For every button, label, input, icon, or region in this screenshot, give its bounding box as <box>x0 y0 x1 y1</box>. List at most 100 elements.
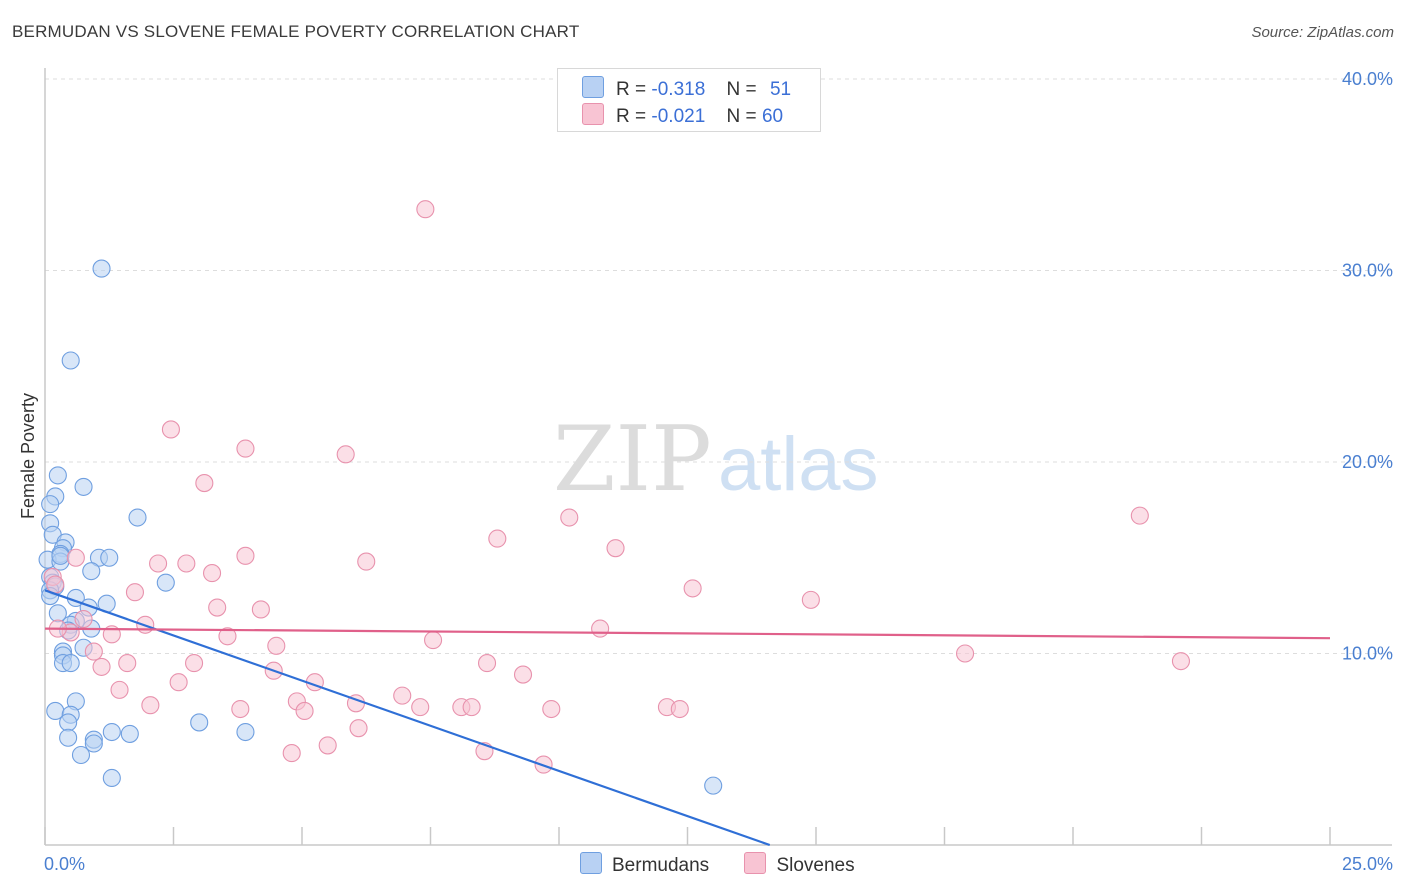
y-tick-label: 10.0% <box>1342 644 1393 664</box>
chart-title: BERMUDAN VS SLOVENE FEMALE POVERTY CORRE… <box>12 22 580 41</box>
slovene-point <box>295 701 314 721</box>
legend-item-bermudans[interactable]: Bermudans <box>580 852 709 877</box>
slovenes-swatch <box>744 852 767 874</box>
slovene-point <box>208 598 227 617</box>
legend-r-value: -0.021 <box>651 106 706 127</box>
y-tick-label: 20.0% <box>1342 452 1393 472</box>
slovene-point <box>542 699 561 719</box>
legend-r-label: R = <box>616 106 647 127</box>
bermudan-point <box>120 724 139 743</box>
x-tick-label: 25.0% <box>1342 854 1393 874</box>
slovene-point <box>336 445 355 464</box>
axes <box>44 68 1392 846</box>
slovene-point <box>513 665 533 684</box>
slovene-point <box>251 600 270 619</box>
legend-n-label: N = <box>726 79 757 100</box>
slovene-point <box>606 539 625 558</box>
slovenes-trend-line <box>44 627 1331 640</box>
watermark-atlas: atlas <box>718 422 879 507</box>
slovene-point <box>956 644 975 663</box>
bermudans-trend-line <box>44 589 771 847</box>
y-tick-label: 40.0% <box>1342 69 1393 89</box>
slovene-point <box>1171 652 1190 671</box>
correlation-legend: R = -0.318 N = 51 R = -0.021 N = 60 <box>557 68 821 132</box>
trend-lines <box>44 589 1331 847</box>
bermudan-point <box>51 546 70 565</box>
bermudan-point <box>71 745 91 765</box>
slovene-point <box>670 699 689 719</box>
slovene-point <box>424 631 443 650</box>
slovene-point <box>231 699 250 719</box>
legend-item-slovenes[interactable]: Slovenes <box>744 852 855 877</box>
slovene-point <box>349 719 368 738</box>
x-tick-label: 0.0% <box>44 854 85 874</box>
slovene-point <box>267 636 286 655</box>
legend-n-value: 51 <box>769 79 792 100</box>
bermudan-point <box>74 477 93 496</box>
bermudan-point <box>84 734 103 753</box>
slovene-point <box>161 420 180 439</box>
slovene-point <box>118 654 137 673</box>
legend-r-label: R = <box>616 79 647 100</box>
slovene-point <box>149 554 168 573</box>
bermudan-point <box>102 722 121 742</box>
slovene-point <box>488 529 507 548</box>
bermudan-point <box>41 495 60 514</box>
bermudans-swatch <box>580 852 602 874</box>
bermudan-point <box>48 466 67 485</box>
slovene-point <box>282 744 301 763</box>
scatter-points <box>38 200 1190 795</box>
slovene-point <box>411 698 430 717</box>
slovene-point <box>46 575 65 594</box>
bermudans-swatch <box>582 76 604 98</box>
bermudan-point <box>190 713 209 732</box>
slovene-point <box>393 686 412 705</box>
bermudan-point <box>128 508 147 527</box>
slovene-point <box>591 619 610 638</box>
slovene-point <box>683 579 702 598</box>
legend-row-slovenes: R = -0.021 N = 60 <box>582 103 783 127</box>
bermudan-point <box>100 548 119 567</box>
legend-row-bermudans: R = -0.318 N = 51 <box>582 76 791 100</box>
slovene-point <box>236 546 255 565</box>
slovene-point <box>66 548 85 567</box>
legend-n-label: N = <box>726 106 757 127</box>
bermudan-point <box>61 351 80 370</box>
slovene-point <box>357 552 376 571</box>
slovene-point <box>74 609 93 629</box>
slovenes-swatch <box>582 103 604 125</box>
slovene-point <box>560 508 579 527</box>
legend-n-value: 60 <box>761 106 784 127</box>
slovene-point <box>177 554 196 573</box>
bermudan-point <box>236 722 255 742</box>
grid-lines <box>45 78 1392 654</box>
tick-labels: 10.0% 20.0% 30.0% 40.0% 0.0% 25.0% <box>44 69 1393 874</box>
slovene-point <box>801 590 820 609</box>
y-axis-title: Female Poverty <box>18 393 38 519</box>
slovene-point <box>236 439 255 458</box>
slovene-point <box>169 673 188 692</box>
bermudan-point <box>59 728 78 747</box>
slovene-point <box>1130 506 1149 525</box>
bermudan-point <box>92 259 111 278</box>
slovene-point <box>416 200 435 219</box>
bermudan-point <box>102 768 121 788</box>
slovene-point <box>218 627 237 646</box>
slovene-point <box>477 654 497 673</box>
slovene-point <box>318 736 337 755</box>
bermudan-point <box>704 776 723 795</box>
source-credit: Source: ZipAtlas.com <box>1251 24 1394 41</box>
y-tick-label: 30.0% <box>1342 261 1393 281</box>
slovene-point <box>185 654 204 673</box>
legend-label-slovenes: Slovenes <box>776 855 855 876</box>
bermudan-point <box>82 562 101 581</box>
slovene-point <box>84 642 103 661</box>
legend-r-value: -0.318 <box>651 79 706 100</box>
bermudan-point <box>156 573 175 592</box>
slovene-point <box>125 583 144 602</box>
bermudan-point <box>59 713 78 732</box>
watermark: ZIP atlas <box>553 407 879 512</box>
slovene-point <box>203 564 222 583</box>
slovene-point <box>195 474 214 493</box>
